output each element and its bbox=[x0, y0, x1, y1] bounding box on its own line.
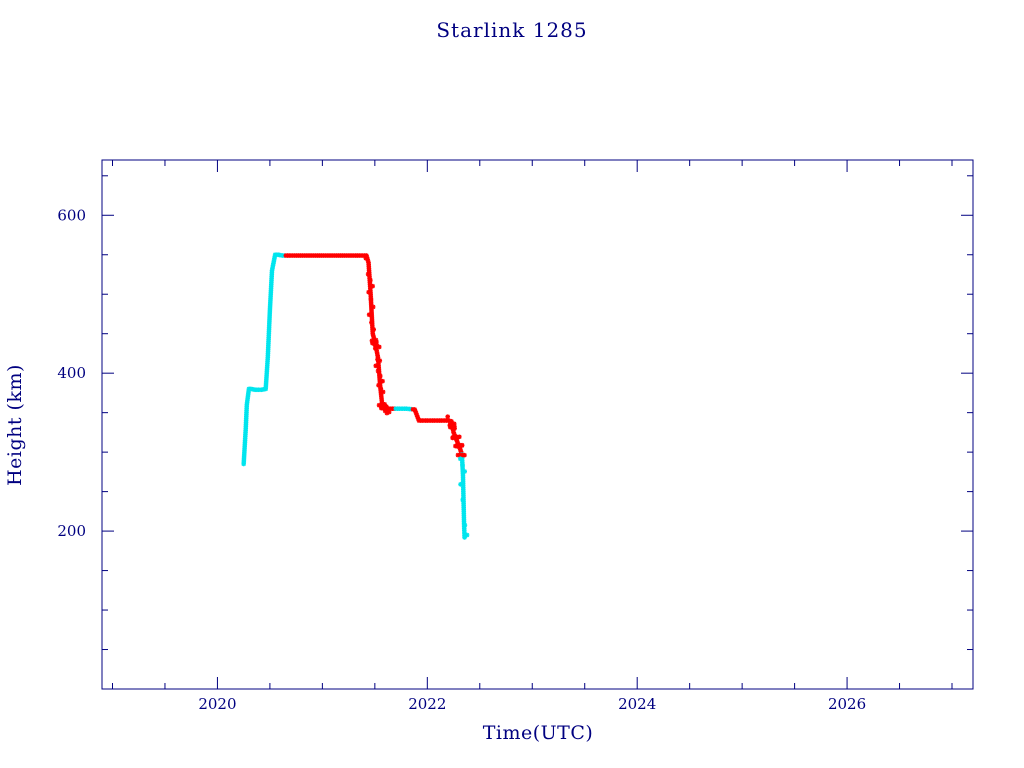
data-point bbox=[375, 368, 381, 374]
x-tick-label: 2024 bbox=[618, 695, 656, 713]
data-point bbox=[368, 277, 373, 283]
data-point bbox=[459, 442, 465, 448]
data-point bbox=[464, 532, 470, 538]
data-point bbox=[370, 304, 376, 310]
data-point bbox=[457, 434, 462, 440]
data-point bbox=[445, 414, 450, 419]
data-point bbox=[369, 320, 374, 325]
data-point bbox=[373, 363, 379, 369]
data-point bbox=[372, 345, 378, 351]
data-point bbox=[363, 255, 369, 261]
y-tick-label: 600 bbox=[57, 206, 86, 224]
trajectory bbox=[243, 254, 466, 538]
data-point bbox=[376, 382, 381, 388]
data-point bbox=[458, 482, 463, 487]
series-line bbox=[243, 254, 466, 538]
data-point bbox=[377, 358, 383, 363]
data-point bbox=[462, 469, 467, 474]
data-point bbox=[462, 452, 467, 458]
data-point bbox=[452, 434, 458, 439]
data-point bbox=[370, 283, 375, 289]
data-point bbox=[368, 296, 374, 302]
x-axis-label: Time(UTC) bbox=[483, 722, 594, 744]
y-tick-label: 400 bbox=[57, 364, 86, 382]
y-tick-label: 200 bbox=[57, 522, 86, 540]
data-point bbox=[458, 456, 463, 462]
data-point bbox=[385, 407, 390, 413]
axis-ticks: 2020 2022 2024 2026 200 400 600 bbox=[57, 160, 973, 713]
x-tick-label: 2022 bbox=[408, 695, 446, 713]
data-point bbox=[382, 402, 387, 407]
plot-frame bbox=[101, 159, 974, 690]
data-point bbox=[452, 426, 457, 431]
data-point bbox=[378, 386, 384, 391]
data-point bbox=[460, 497, 466, 503]
data-point bbox=[366, 312, 372, 318]
data-point bbox=[365, 271, 371, 277]
data-point bbox=[462, 522, 468, 528]
data-point bbox=[380, 389, 386, 395]
x-tick-label: 2020 bbox=[198, 695, 236, 713]
data-points bbox=[241, 252, 470, 540]
data-point bbox=[378, 373, 383, 379]
chart-title: Starlink 1285 bbox=[436, 18, 587, 42]
data-point bbox=[460, 462, 465, 468]
data-point bbox=[380, 378, 385, 384]
data-point bbox=[371, 327, 376, 332]
y-axis-label: Height (km) bbox=[4, 364, 26, 486]
data-point bbox=[376, 344, 382, 350]
data-point bbox=[366, 289, 371, 295]
x-tick-label: 2026 bbox=[828, 695, 866, 713]
